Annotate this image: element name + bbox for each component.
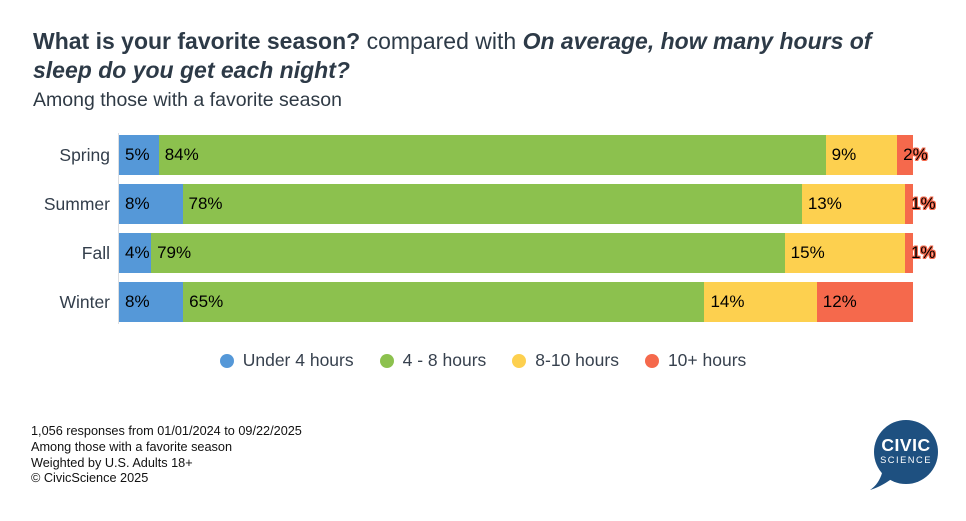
bar-segment-4-8-hours[interactable]: 84%: [158, 135, 826, 176]
segment-value-label: 13%: [807, 194, 842, 214]
bar-track: 8% 78% 13% 1%: [119, 184, 936, 225]
legend-item-4-8-hours[interactable]: 4 - 8 hours: [379, 350, 487, 371]
legend-label: 10+ hours: [667, 350, 747, 371]
logo-text-science: SCIENCE: [880, 455, 932, 465]
footer-line: 1,056 responses from 01/01/2024 to 09/22…: [31, 424, 302, 438]
civicscience-logo: CIVIC SCIENCE: [870, 420, 938, 490]
chart-row-summer: Summer 8% 78% 13% 1%: [0, 184, 936, 225]
bar-segment-under-4-hours[interactable]: 8%: [119, 184, 183, 225]
legend-swatch-icon: [512, 353, 527, 368]
chart-row-winter: Winter 8% 65% 14% 12%: [0, 282, 913, 323]
legend-label: 8-10 hours: [535, 350, 619, 371]
segment-value-label: 79%: [157, 243, 192, 263]
chart-row-spring: Spring 5% 84% 9% 2%: [0, 135, 928, 176]
y-axis-line: [118, 133, 119, 325]
chart-title: What is your favorite season? compared w…: [33, 27, 933, 85]
bar-segment-10-hours[interactable]: 12%: [816, 282, 913, 323]
bar-segment-10-hours[interactable]: 1%: [904, 233, 936, 274]
segment-value-label: 1%: [911, 194, 936, 214]
chart-subtitle: Among those with a favorite season: [33, 89, 342, 112]
legend-label: Under 4 hours: [242, 350, 354, 371]
legend-swatch-icon: [379, 353, 394, 368]
chart-row-fall: Fall 4% 79% 15% 1%: [0, 233, 936, 274]
bar-segment-10-hours[interactable]: 1%: [905, 184, 936, 225]
footer-line: Weighted by U.S. Adults 18+: [31, 455, 193, 470]
chart-rows: Spring 5% 84% 9% 2% Summer 8% 78% 13% 1% Fall 4% 79%…: [0, 135, 936, 323]
legend-item-8-10-hours[interactable]: 8-10 hours: [512, 350, 619, 371]
title-question-2: On average, how many hours of sleep do y…: [33, 28, 872, 84]
segment-value-label: 12%: [822, 292, 857, 312]
segment-value-label: 15%: [790, 243, 825, 263]
category-label: Winter: [59, 291, 110, 312]
bar-segment-under-4-hours[interactable]: 8%: [119, 282, 184, 323]
logo-bubble-circle: [874, 420, 938, 484]
title-question-1: What is your favorite season?: [33, 28, 361, 54]
segment-value-label: 2%: [903, 145, 928, 165]
segment-value-label: 84%: [164, 145, 199, 165]
logo-text-civic: CIVIC: [881, 435, 930, 455]
segment-value-label: 14%: [710, 292, 745, 312]
legend-swatch-icon: [644, 353, 659, 368]
category-label: Spring: [59, 144, 110, 165]
segment-value-label: 9%: [831, 145, 857, 165]
bar-segment-4-8-hours[interactable]: 78%: [182, 184, 802, 225]
bar-track: 8% 65% 14% 12%: [119, 282, 913, 323]
category-label: Fall: [81, 242, 110, 263]
segment-value-label: 4%: [125, 243, 150, 263]
category-label: Summer: [43, 193, 110, 214]
segment-value-label: 5%: [125, 145, 150, 165]
bar-segment-8-10-hours[interactable]: 13%: [801, 184, 906, 225]
segment-value-label: 8%: [125, 292, 150, 312]
segment-value-label: 78%: [188, 194, 223, 214]
legend-item-under-4-hours[interactable]: Under 4 hours: [219, 350, 354, 371]
footer-line: Among those with a favorite season: [31, 439, 232, 454]
title-connector: compared with: [360, 28, 523, 54]
bar-segment-8-10-hours[interactable]: 9%: [825, 135, 898, 176]
bar-track: 4% 79% 15% 1%: [119, 233, 936, 274]
footer-notes: 1,056 responses from 01/01/2024 to 09/22…: [31, 424, 302, 487]
footer-line: © CivicScience 2025: [31, 471, 149, 486]
bar-chart: Spring 5% 84% 9% 2% Summer 8% 78% 13% 1% Fall 4% 79%…: [0, 133, 936, 325]
bar-segment-under-4-hours[interactable]: 4%: [119, 233, 152, 274]
bar-segment-4-8-hours[interactable]: 65%: [183, 282, 705, 323]
legend-label: 4 - 8 hours: [402, 350, 487, 371]
segment-value-label: 1%: [910, 243, 936, 263]
bar-segment-under-4-hours[interactable]: 5%: [119, 135, 159, 176]
bar-segment-10-hours[interactable]: 2%: [897, 135, 928, 176]
bar-segment-4-8-hours[interactable]: 79%: [151, 233, 785, 274]
bar-segment-8-10-hours[interactable]: 15%: [784, 233, 905, 274]
bar-track: 5% 84% 9% 2%: [119, 135, 928, 176]
legend-item-10-hours[interactable]: 10+ hours: [644, 350, 747, 371]
segment-value-label: 65%: [189, 292, 224, 312]
chart-legend: Under 4 hours 4 - 8 hours 8-10 hours 10+ ho…: [0, 350, 966, 371]
bar-segment-8-10-hours[interactable]: 14%: [704, 282, 817, 323]
legend-swatch-icon: [219, 353, 234, 368]
segment-value-label: 8%: [125, 194, 150, 214]
